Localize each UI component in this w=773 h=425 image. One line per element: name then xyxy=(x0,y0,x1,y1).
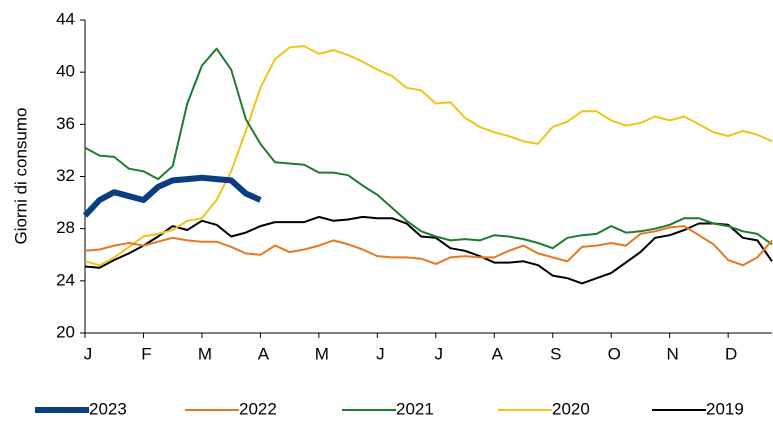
y-tick-label: 24 xyxy=(56,270,75,289)
x-tick-label: O xyxy=(608,344,621,363)
y-tick-label: 20 xyxy=(56,322,75,341)
series-line xyxy=(84,225,773,267)
y-tick-label: 40 xyxy=(56,62,75,81)
x-tick-label: N xyxy=(667,344,679,363)
y-tick-label: 44 xyxy=(56,9,75,28)
y-tick-label: 28 xyxy=(56,218,75,237)
x-tick-label: J xyxy=(435,344,444,363)
y-tick-label: 32 xyxy=(56,166,75,185)
x-tick-label: M xyxy=(315,344,329,363)
y-tick-label: 36 xyxy=(56,114,75,133)
x-tick-label: D xyxy=(725,344,737,363)
series-line xyxy=(82,174,262,218)
x-tick-label: A xyxy=(492,344,504,363)
legend-label: 2023 xyxy=(89,399,127,418)
x-tick-label: J xyxy=(376,344,385,363)
legend-label: 2019 xyxy=(706,399,744,418)
series-line xyxy=(84,45,773,267)
x-tick-label: F xyxy=(141,344,151,363)
x-tick-label: A xyxy=(258,344,270,363)
legend-label: 2020 xyxy=(552,399,590,418)
series-line xyxy=(84,47,773,250)
series-line xyxy=(84,215,773,285)
x-tick-label: S xyxy=(550,344,561,363)
legend-label: 2021 xyxy=(396,399,434,418)
x-tick-label: J xyxy=(84,344,93,363)
x-tick-label: M xyxy=(198,344,212,363)
legend-label: 2022 xyxy=(239,399,277,418)
y-axis-label: Giorni di consumo xyxy=(11,107,30,244)
